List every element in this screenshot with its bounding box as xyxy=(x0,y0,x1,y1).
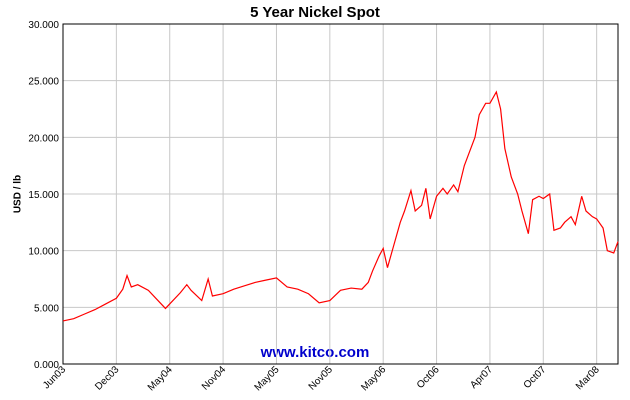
plot-frame xyxy=(62,23,619,365)
watermark: www.kitco.com xyxy=(260,344,370,361)
x-tick-label: Mar08 xyxy=(574,364,602,392)
y-tick-label: 15.000 xyxy=(28,190,59,201)
y-tick-label: 0.000 xyxy=(34,360,59,371)
y-tick-label: 30.000 xyxy=(28,20,59,31)
y-axis-label: USD / lb xyxy=(13,175,24,213)
y-tick-label: 5.000 xyxy=(34,303,59,314)
x-tick-label: May04 xyxy=(146,364,175,393)
y-tick-label: 20.000 xyxy=(28,133,59,144)
x-tick-label: Oct07 xyxy=(522,364,549,391)
x-tick-label: Nov04 xyxy=(200,364,229,393)
y-tick-label: 25.000 xyxy=(28,77,59,88)
chart-title: 5 Year Nickel Spot xyxy=(250,4,380,21)
x-tick-label: Apr07 xyxy=(468,364,495,391)
x-tick-label: Oct06 xyxy=(415,364,442,391)
x-tick-label: May05 xyxy=(253,364,282,393)
x-tick-label: May06 xyxy=(359,364,388,393)
y-tick-label: 10.000 xyxy=(28,247,59,258)
price-line xyxy=(62,90,619,322)
x-tick-label: Nov05 xyxy=(307,364,336,393)
x-tick-label: Dec03 xyxy=(93,364,122,393)
